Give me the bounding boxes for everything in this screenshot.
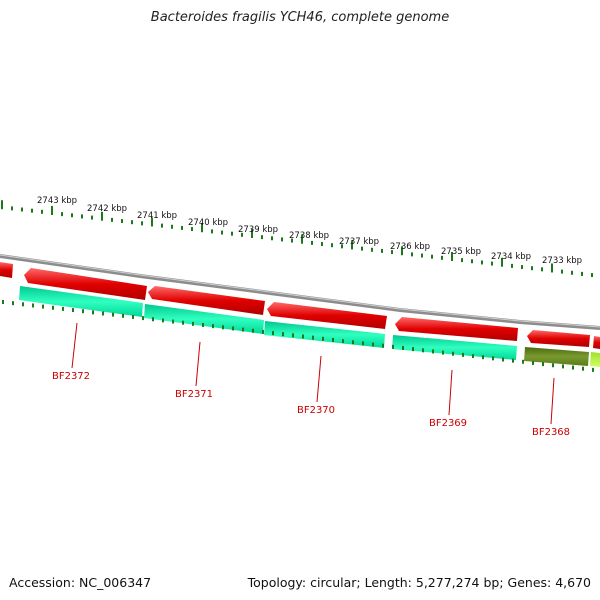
reverse-cds-6[interactable] <box>590 352 600 367</box>
forward-cds-3[interactable] <box>148 286 265 315</box>
scale-label: 2741 kbp <box>137 211 177 221</box>
gene-label-leader <box>71 322 78 369</box>
gene-label-leader <box>550 377 555 425</box>
forward-cds-6[interactable] <box>527 330 590 347</box>
scale-labels: 2743 kbp 2742 kbp 2741 kbp 2740 kbp 2739 kbp… <box>37 196 582 266</box>
genome-summary-text: Topology: circular; Length: 5,277,274 bp… <box>247 575 591 590</box>
map-title: Bacteroides fragilis YCH46, complete gen… <box>150 10 450 25</box>
forward-cds-4[interactable] <box>267 302 387 329</box>
gene-label[interactable]: BF2371 <box>175 389 213 400</box>
scale-label: 2735 kbp <box>441 247 481 257</box>
scale-label: 2739 kbp <box>238 225 278 235</box>
forward-cds-5[interactable] <box>395 317 518 341</box>
forward-cds-7[interactable] <box>593 336 600 349</box>
gene-label[interactable]: BF2372 <box>52 371 90 382</box>
inner-scale-ticks <box>2 300 594 372</box>
forward-cds-1[interactable] <box>0 262 13 278</box>
genome-backbone <box>0 254 600 330</box>
reverse-cds-5[interactable] <box>524 347 589 366</box>
reverse-cds-3[interactable] <box>264 321 385 348</box>
scale-label: 2742 kbp <box>87 204 127 214</box>
gene-label-leader <box>316 355 322 403</box>
gene-label[interactable]: BF2369 <box>429 418 467 429</box>
scale-label: 2738 kbp <box>289 231 329 241</box>
scale-label: 2736 kbp <box>390 242 430 252</box>
scale-label: 2734 kbp <box>491 252 531 262</box>
scale-label: 2733 kbp <box>542 256 582 266</box>
scale-label: 2740 kbp <box>188 218 228 228</box>
gene-label-leader <box>448 369 453 416</box>
scale-label: 2737 kbp <box>339 237 379 247</box>
reverse-cds-1[interactable] <box>19 286 143 317</box>
scale-label: 2743 kbp <box>37 196 77 206</box>
genome-backbone-highlight <box>0 254 600 328</box>
gene-label-leader <box>195 341 201 387</box>
gene-label[interactable]: BF2368 <box>532 427 570 438</box>
reverse-cds-4[interactable] <box>392 335 517 360</box>
gene-labels: BF2372 BF2371 BF2370 BF2369 BF2368 <box>52 371 570 438</box>
gene-label[interactable]: BF2370 <box>297 405 335 416</box>
forward-cds-2[interactable] <box>24 268 147 300</box>
outer-scale-ticks <box>1 200 593 278</box>
accession-text: Accession: NC_006347 <box>9 575 152 590</box>
gene-label-leaders <box>71 322 555 425</box>
forward-strand-features <box>0 262 600 349</box>
